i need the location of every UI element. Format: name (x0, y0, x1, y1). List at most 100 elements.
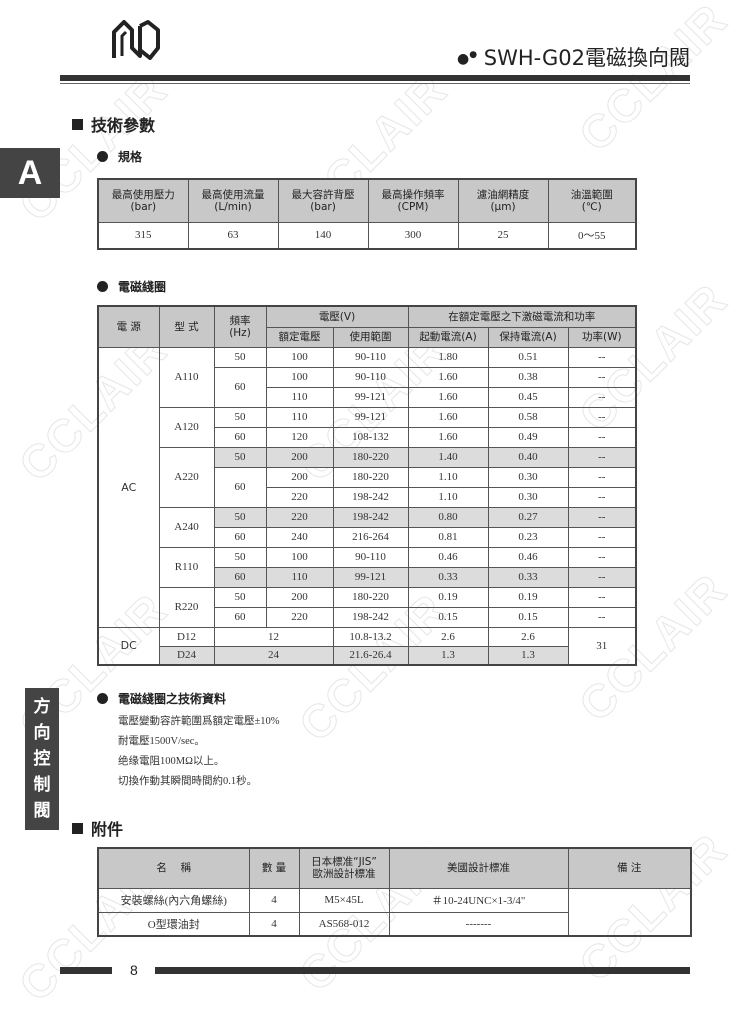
footer-bar-right (155, 967, 690, 974)
header-label: 最高使用壓力 (111, 188, 175, 201)
hold-cell: 0.33 (487, 566, 569, 588)
range-cell: 99-121 (332, 406, 409, 428)
header-name: 名 稱 (97, 847, 250, 889)
spec-header: 濾油網精度 (μm) (457, 178, 549, 223)
jis-cell: AS568-012 (298, 911, 390, 937)
freq-cell: 50 (213, 506, 267, 528)
range-cell: 180-220 (332, 466, 409, 488)
power-cell: 31 (567, 626, 637, 666)
range-cell: 10.8-13.2 (332, 626, 409, 647)
freq-cell: 50 (213, 406, 267, 428)
power-cell: -- (567, 346, 637, 368)
start-cell: 1.3 (407, 645, 489, 666)
category-tab: 方向控制閥 (25, 688, 59, 830)
note-line: 切換作動其瞬間時間約0.1秒。 (118, 776, 258, 787)
model-cell: A120 (158, 406, 215, 448)
start-cell: 1.80 (407, 346, 489, 368)
range-cell: 198-242 (332, 606, 409, 628)
rated-cell: 110 (265, 386, 334, 408)
coil-row: 60 220 198-242 0.15 0.15 -- (98, 606, 637, 628)
rated-cell: 220 (265, 606, 334, 628)
coil-row: 60 110 99-121 0.33 0.33 -- (98, 566, 637, 588)
rated-cell: 240 (265, 526, 334, 548)
rated-cell: 24 (213, 645, 334, 666)
hold-cell: 0.30 (487, 486, 569, 508)
hold-cell: 0.46 (487, 546, 569, 568)
power-cell: -- (567, 406, 637, 428)
header-model: 型 式 (158, 305, 215, 348)
spec-value: 63 (187, 221, 279, 250)
rated-cell: 120 (265, 426, 334, 448)
start-cell: 1.60 (407, 426, 489, 448)
coil-row-dc: D24 24 21.6-26.4 1.3 1.3 (98, 645, 636, 666)
range-cell: 99-121 (332, 566, 409, 588)
power-cell: -- (567, 426, 637, 448)
coil-row: R220 50 200 180-220 0.19 0.19 -- (98, 586, 637, 628)
range-cell: 99-121 (332, 386, 409, 408)
power-cell: -- (567, 386, 637, 408)
header-rated: 額定電壓 (265, 326, 334, 348)
section-heading-accessories: 附件 (72, 816, 123, 840)
range-cell: 198-242 (332, 486, 409, 508)
text: (Hz) (229, 326, 251, 339)
header-label: 濾油網精度 (476, 188, 530, 201)
spec-table: 最高使用壓力 (bar) 最高使用流量 (L/min) 最大容許背壓 (bar) 最高操作頻… (97, 178, 637, 250)
category-label: 方向控制閥 (33, 697, 51, 821)
spec-value: 0～55 (547, 221, 637, 250)
rated-cell: 100 (265, 366, 334, 388)
header-label: 最高使用流量 (201, 188, 265, 201)
page-number: 8 (130, 962, 138, 978)
header-unit: (μm) (490, 200, 516, 213)
rated-cell: 220 (265, 486, 334, 508)
qty-cell: 4 (248, 911, 300, 937)
freq-cell: 50 (213, 446, 267, 468)
coil-row: 60 200 180-220 1.10 0.30 -- (98, 466, 637, 508)
spec-header: 油溫範圍 (℃) (547, 178, 637, 223)
spec-value: 25 (457, 221, 549, 250)
power-cell: -- (567, 526, 637, 548)
spec-value: 140 (277, 221, 369, 250)
start-cell: 0.33 (407, 566, 489, 588)
rated-cell: 200 (265, 466, 334, 488)
power-cell: -- (567, 446, 637, 468)
power-cell: -- (567, 486, 637, 508)
range-cell: 108-132 (332, 426, 409, 448)
hold-cell: 0.27 (487, 506, 569, 528)
text: 頻率 (229, 314, 251, 327)
spec-header: 最高使用壓力 (bar) (97, 178, 189, 223)
spec-value: 300 (367, 221, 459, 250)
spec-header: 最大容許背壓 (bar) (277, 178, 369, 223)
text: 歐洲設計標准 (312, 868, 376, 881)
model-cell: R220 (158, 586, 215, 628)
qty-cell: 4 (248, 887, 300, 913)
bullet-icon (97, 281, 108, 292)
hold-cell: 0.40 (487, 446, 569, 468)
header-unit: (bar) (310, 200, 336, 213)
coil-row: A120 50 110 99-121 1.60 0.58 -- (98, 406, 637, 448)
start-cell: 1.60 (407, 386, 489, 408)
start-cell: 1.10 (407, 486, 489, 508)
hold-cell: 0.38 (487, 366, 569, 388)
start-cell: 1.60 (407, 366, 489, 388)
freq-cell: 60 (213, 466, 267, 508)
start-cell: 0.81 (407, 526, 489, 548)
brand-logo-icon (112, 20, 160, 60)
section-heading-tech: 技術參數 (72, 112, 155, 136)
freq-cell: 60 (213, 426, 267, 448)
accessories-header-row: 名 稱數 量日本標准“JIS” 歐洲設計標准 美國設計標准備 注 (97, 847, 692, 889)
header-source: 電 源 (97, 305, 160, 348)
header-label: 油溫範圍 (570, 188, 613, 201)
rated-cell: 110 (265, 406, 334, 428)
start-cell: 0.80 (407, 506, 489, 528)
header-power: 功率(W) (567, 326, 637, 348)
header-unit: (L/min) (214, 200, 252, 213)
section-tab-letter: A (0, 148, 60, 198)
header-us: 美國設計標准 (388, 847, 569, 889)
hold-cell: 0.15 (487, 606, 569, 628)
accessory-row: 安裝螺絲(內六角螺絲) 4 M5×45L ＃10-24UNC×1-3/4" (97, 887, 692, 937)
header-rule (60, 75, 690, 81)
header-remark: 備 注 (567, 847, 692, 889)
text: 日本標准“JIS” (311, 856, 377, 869)
name-cell: O型環油封 (97, 911, 250, 937)
range-cell: 21.6-26.4 (332, 645, 409, 666)
